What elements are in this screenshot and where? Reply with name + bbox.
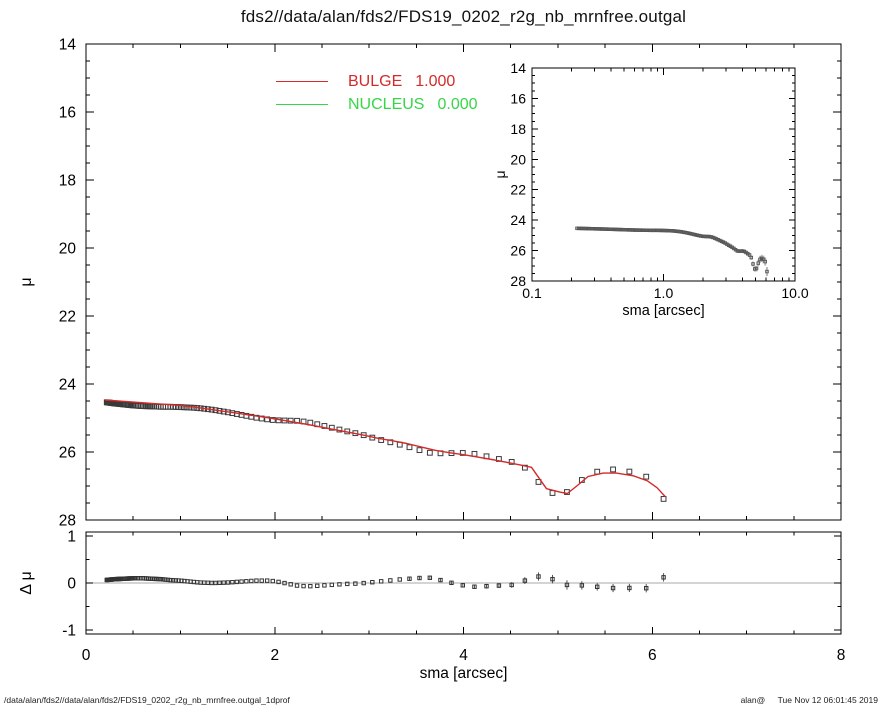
- bulge-legend-value: 1.000: [415, 72, 456, 90]
- legend: BULGE 1.000 NUCLEUS 0.000: [276, 70, 478, 116]
- x-tick-label: 8: [837, 647, 846, 664]
- main-y-tick-label: 22: [59, 309, 76, 326]
- main-y-tick-label: 28: [59, 513, 76, 530]
- x-tick-label: 2: [270, 647, 279, 664]
- footer-stamp: alan@ Tue Nov 12 06:01:45 2019: [741, 695, 878, 705]
- main-y-tick-label: 18: [59, 173, 76, 190]
- inset-x-tick-label: 0.1: [522, 285, 542, 301]
- x-tick-label: 6: [648, 647, 657, 664]
- main-y-tick-label: 20: [59, 241, 77, 258]
- x-axis-title: sma [arcsec]: [420, 665, 508, 682]
- inset-y-tick-label: 22: [510, 182, 526, 198]
- inset-panel: 0.1 1.0 10.0 14 16 18 20 22 24 26 28 μ sma [arcsec]: [492, 60, 809, 319]
- page-title: fds2//data/alan/fds2/FDS19_0202_r2g_nb_m…: [240, 7, 687, 26]
- inset-y-axis-title: μ: [492, 170, 508, 178]
- main-y-tick-label: 16: [59, 105, 76, 122]
- main-y-tick-label: 26: [59, 445, 76, 462]
- footer-filepath: /data/alan/fds2//data/alan/fds2/FDS19_02…: [4, 695, 290, 705]
- inset-y-tick-label: 18: [510, 121, 526, 137]
- inset-y-tick-label: 20: [510, 151, 526, 167]
- residual-y-tick-label: -1: [62, 623, 76, 640]
- nucleus-line-sample-icon: [276, 104, 328, 105]
- legend-item-bulge: BULGE 1.000: [276, 70, 478, 93]
- bulge-line-sample-icon: [276, 81, 328, 82]
- legend-item-nucleus: NUCLEUS 0.000: [276, 93, 478, 116]
- main-data-points: [103, 399, 667, 502]
- inset-data-points: [575, 226, 769, 274]
- inset-x-tick-label: 1.0: [654, 285, 674, 301]
- inset-y-tick-label: 24: [510, 212, 526, 228]
- x-tick-label: 4: [459, 647, 468, 664]
- inset-y-tick-label: 26: [510, 243, 526, 259]
- nucleus-legend-label: NUCLEUS: [348, 95, 425, 113]
- inset-y-tick-label: 16: [510, 90, 526, 106]
- residual-y-tick-label: 1: [67, 528, 76, 545]
- residual-panel: -1 0 1 Δ μ 0 2 4 6 8 sma [arcsec]: [18, 528, 845, 682]
- nucleus-legend-value: 0.000: [437, 95, 478, 113]
- bulge-legend-label: BULGE: [348, 72, 403, 90]
- main-y-axis-title: μ: [18, 277, 35, 286]
- residual-y-tick-label: 0: [67, 576, 76, 593]
- main-y-tick-label: 24: [59, 377, 77, 394]
- inset-x-axis-title: sma [arcsec]: [622, 303, 704, 319]
- inset-x-tick-label: 10.0: [781, 285, 808, 301]
- inset-y-tick-label: 14: [510, 60, 526, 76]
- residual-data-points: [104, 574, 666, 591]
- footer-timestamp: Tue Nov 12 06:01:45 2019: [777, 695, 878, 705]
- residual-y-axis-title: Δ μ: [18, 571, 35, 594]
- footer-user: alan@: [740, 695, 766, 705]
- main-y-tick-label: 14: [59, 37, 77, 54]
- inset-y-tick-label: 28: [510, 273, 526, 289]
- x-tick-label: 0: [82, 647, 91, 664]
- bulge-model-line: [104, 399, 667, 498]
- main-panel: 14 16 18 20 22 24 26 28 μ: [18, 37, 842, 530]
